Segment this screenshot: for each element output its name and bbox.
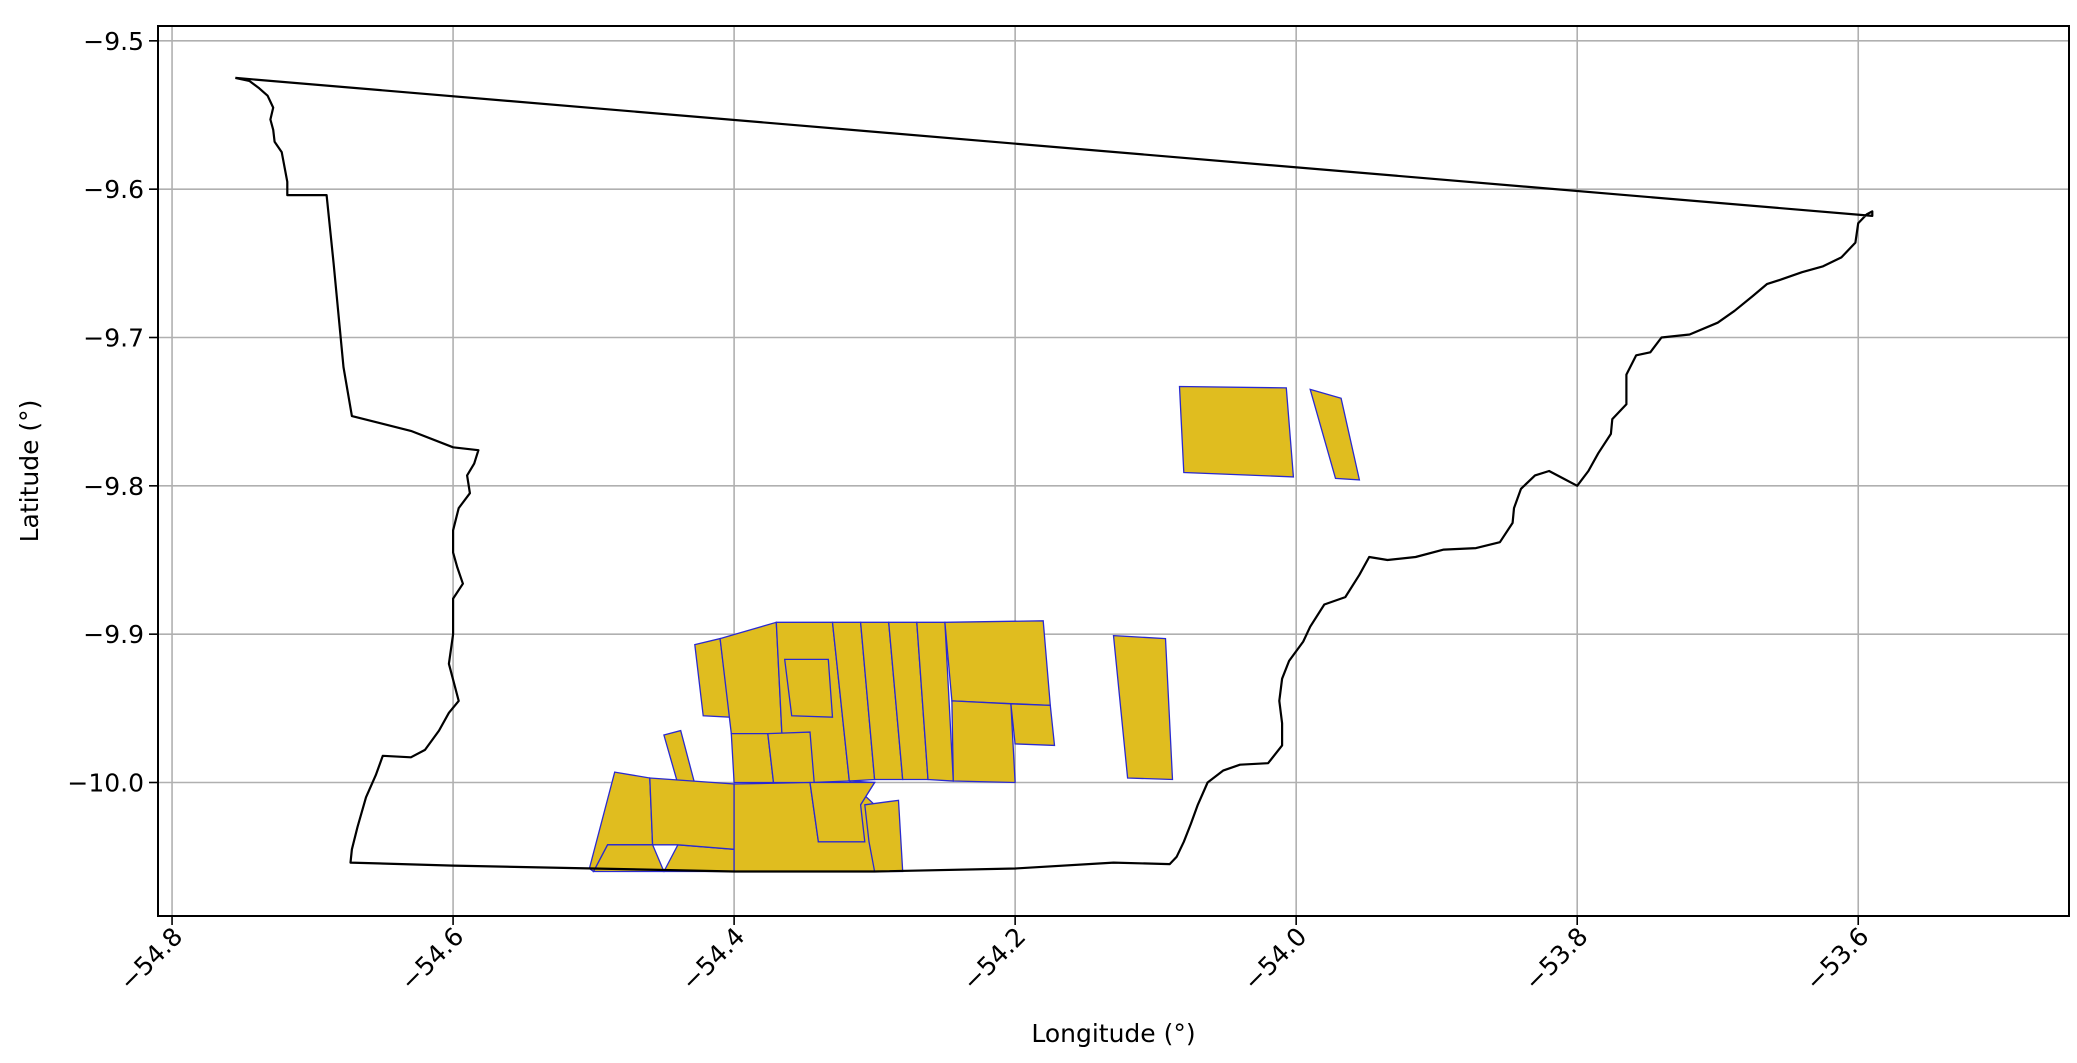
field-parcel [767, 731, 815, 784]
field-parcel [1309, 388, 1361, 481]
y-tick-label: −10.0 [67, 769, 144, 798]
x-tick-label: −54.4 [676, 922, 751, 997]
y-tick-label: −9.8 [83, 472, 144, 501]
y-tick-label: −9.7 [83, 324, 144, 353]
x-axis-label: Longitude (°) [1031, 1019, 1195, 1048]
field-parcel [649, 777, 735, 851]
x-tick-label: −54.6 [395, 922, 470, 997]
field-parcel [951, 700, 1016, 784]
x-tick-label: −54.0 [1238, 922, 1313, 997]
axis-ticks: −54.8 −54.6 −54.4 −54.2 −54.0 −53.8 −53.6 −9.5 −… [67, 27, 1874, 997]
x-tick-label: −53.8 [1519, 922, 1594, 997]
field-parcel [783, 658, 834, 718]
region-boundary [235, 76, 1874, 873]
y-tick-label: −9.9 [83, 620, 144, 649]
field-parcel [1178, 385, 1295, 478]
x-tick-label: −53.6 [1800, 922, 1875, 997]
grid-lines [158, 26, 2069, 916]
parcel-layer [588, 385, 1361, 873]
y-axis-label: Latitude (°) [15, 400, 44, 543]
field-parcel [944, 620, 1052, 707]
plot-frame [157, 25, 2070, 917]
x-tick-label: −54.8 [114, 922, 189, 997]
x-tick-label: −54.2 [957, 922, 1032, 997]
field-parcel [663, 729, 696, 785]
y-tick-label: −9.6 [83, 175, 144, 204]
field-parcel [809, 781, 876, 843]
field-parcel [592, 844, 665, 873]
field-parcel [719, 621, 783, 735]
field-parcel [730, 732, 775, 784]
field-parcel [1112, 634, 1174, 781]
boundary-layer [235, 76, 1874, 873]
field-parcel [1010, 703, 1056, 747]
y-tick-label: −9.5 [83, 27, 144, 56]
